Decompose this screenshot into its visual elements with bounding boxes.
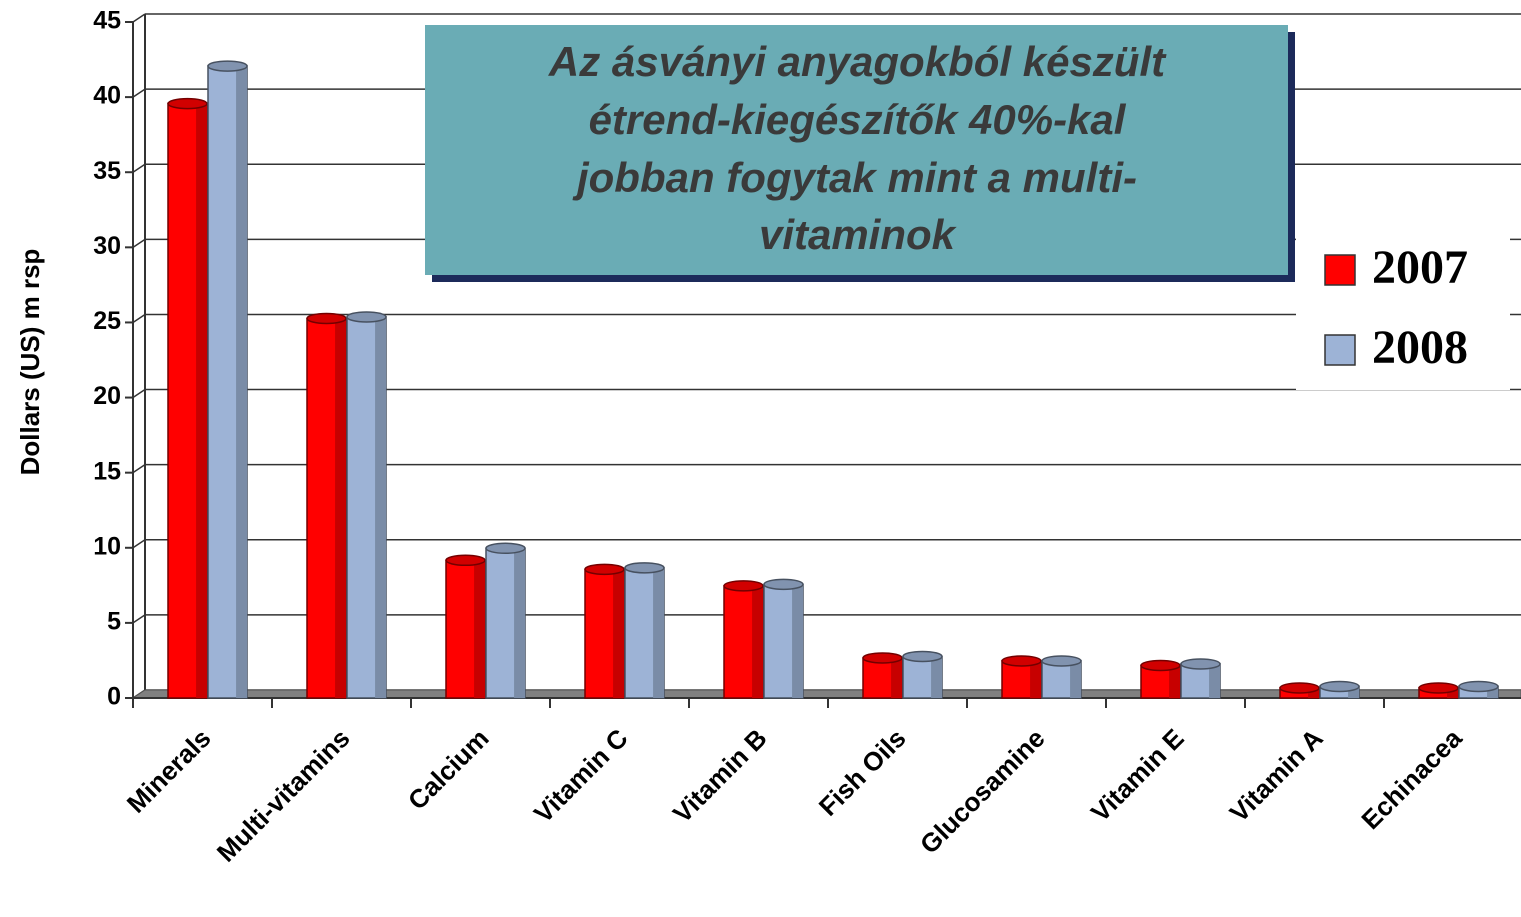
bar-side: [474, 560, 485, 698]
y-tick-diag: [132, 388, 146, 399]
bar: [1418, 682, 1459, 699]
y-tick-label: 45: [93, 7, 121, 35]
bar-top: [584, 563, 625, 576]
y-tick-label: 20: [93, 382, 121, 410]
bar-top: [207, 60, 248, 72]
legend-items: 2007 2008: [1324, 241, 1468, 374]
bar-top: [1180, 658, 1221, 670]
bar-top: [346, 311, 387, 323]
bar-top: [1418, 682, 1459, 694]
bar-side: [375, 316, 386, 698]
bar-side: [752, 585, 763, 698]
bar-side: [1348, 686, 1359, 698]
annotation-box: [425, 25, 1288, 275]
bar: [902, 650, 943, 699]
bar-top: [763, 578, 804, 591]
bar-top: [1279, 682, 1320, 694]
y-tick-diag: [132, 464, 146, 474]
bar-side: [1070, 660, 1081, 698]
y-tick-label: 5: [107, 607, 121, 635]
y-tick-label: 35: [93, 157, 121, 185]
bar: [763, 578, 804, 699]
bar: [1279, 682, 1320, 699]
y-axis-label: Dollars (US) m rsp: [15, 249, 45, 476]
bar-side: [236, 66, 247, 699]
y-tick-label: 40: [93, 82, 121, 110]
bar: [485, 542, 526, 699]
y-tick-diag: [132, 539, 146, 549]
bar: [1041, 655, 1082, 699]
y-tick-label: 25: [93, 307, 121, 335]
bar: [1319, 680, 1360, 699]
bar: [445, 554, 486, 699]
y-tick-diag: [132, 13, 146, 23]
legend-swatch: [1324, 254, 1356, 286]
bar-top: [624, 562, 665, 574]
y-tick-label: 0: [107, 683, 121, 711]
y-tick-label: 15: [93, 457, 121, 485]
y-tick-diag: [132, 163, 146, 173]
bar-side: [1487, 686, 1498, 698]
bar-side: [514, 548, 525, 698]
legend-swatch: [1324, 334, 1356, 366]
annotation-line: vitaminok: [759, 211, 958, 258]
bar-top: [1001, 655, 1042, 667]
bar-side: [1308, 687, 1319, 698]
bar-side: [891, 657, 902, 698]
y-tick-diag: [132, 614, 146, 624]
bar-top: [1458, 680, 1499, 693]
bar: [346, 311, 387, 699]
bar-side: [792, 584, 803, 698]
bar-top: [306, 312, 347, 325]
bar-top: [723, 580, 764, 592]
bar-side: [335, 318, 346, 698]
bar-top: [485, 542, 526, 555]
bar: [723, 580, 764, 699]
bar-side: [196, 103, 207, 699]
bar-side: [1209, 663, 1220, 698]
bar-side: [653, 567, 664, 698]
bar-top: [862, 652, 903, 664]
annotation-line: étrend-kiegészítők 40%-kal: [589, 96, 1127, 143]
bar-top: [1140, 659, 1181, 672]
y-tick-diag: [132, 313, 146, 324]
bar-top: [1319, 680, 1360, 693]
annotation-line: Az ásványi anyagokból készült: [548, 38, 1167, 85]
bar-top: [902, 650, 943, 663]
bar: [167, 97, 208, 699]
bar-top: [167, 97, 208, 110]
bar: [306, 312, 347, 699]
legend-label: 2008: [1372, 321, 1468, 374]
bar: [862, 652, 903, 699]
bar: [1001, 655, 1042, 699]
bar: [207, 60, 248, 699]
bar: [1458, 680, 1499, 699]
bar-side: [1169, 665, 1180, 698]
bar-side: [1030, 660, 1041, 698]
bar-top: [445, 554, 486, 567]
bar-side: [1447, 687, 1458, 698]
y-tick-diag: [132, 238, 146, 248]
bar: [584, 563, 625, 699]
annotation-line: jobban fogytak mint a multi-: [572, 154, 1137, 201]
bar: [624, 562, 665, 699]
bar: [1140, 659, 1181, 699]
y-tick-label: 10: [93, 532, 121, 560]
y-tick-label: 30: [93, 232, 121, 260]
y-tick-diag: [132, 88, 146, 98]
bar-side: [613, 569, 624, 698]
legend-label: 2007: [1372, 241, 1468, 294]
bar-side: [931, 656, 942, 698]
bar-top: [1041, 655, 1082, 667]
bar: [1180, 658, 1221, 699]
